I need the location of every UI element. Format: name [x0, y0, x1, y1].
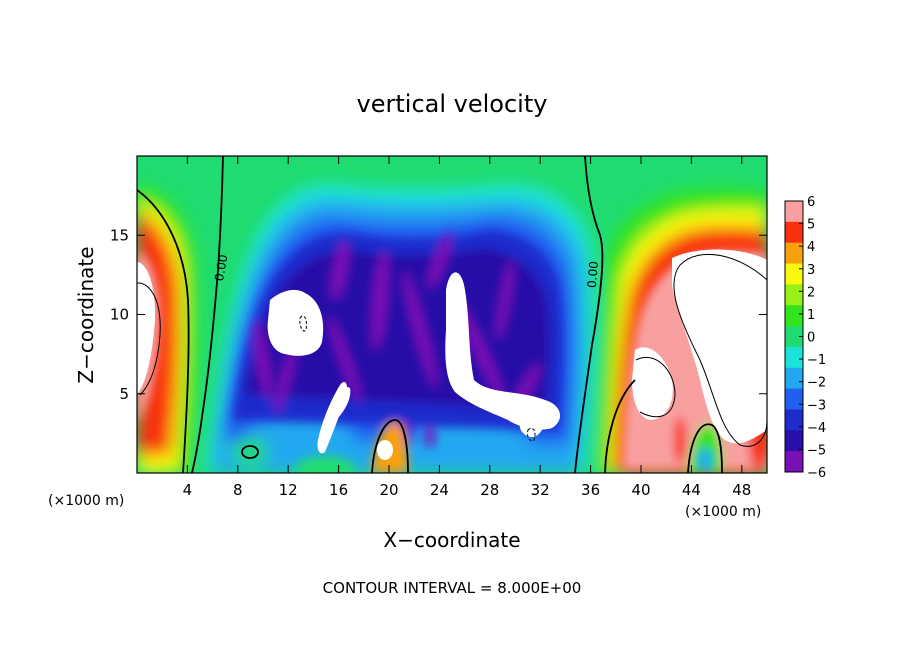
- right-white-lower: [632, 347, 673, 420]
- streak-0: [252, 320, 272, 400]
- streak-4: [371, 250, 389, 350]
- white-streak-2: [331, 386, 351, 419]
- x-tick-label: 28: [480, 481, 499, 499]
- colorbar-tick-label: 6: [807, 195, 815, 210]
- x-tick-label: 36: [581, 481, 600, 499]
- streak-8: [496, 260, 514, 340]
- streak-5: [403, 272, 437, 388]
- contour-neg-dashed-2: [527, 427, 536, 442]
- zero-contour-left: [191, 156, 224, 473]
- field-sharp-layer: [137, 249, 767, 460]
- y-tick-label: 15: [110, 226, 129, 244]
- contour-interval-note: CONTOUR INTERVAL = 8.000E+00: [323, 579, 582, 597]
- zero-contour-right: [574, 156, 604, 473]
- colorbar: 6 5 4 3 2 1 0 −1 −2 −3 −4 −5 −6: [784, 195, 826, 481]
- colorbar-tick-label: −4: [807, 421, 826, 436]
- y-axis-label: Z−coordinate: [74, 246, 98, 383]
- colorbar-swatch: [785, 201, 803, 223]
- right-low-cyan: [697, 448, 713, 472]
- colorbar-tick-label: 2: [807, 285, 815, 300]
- low-cyan-right: [410, 419, 530, 471]
- colorbar-tick-label: −6: [807, 466, 826, 481]
- x-tick-label: 48: [732, 481, 751, 499]
- colorbar-tick-label: −3: [807, 398, 826, 413]
- streak-1: [274, 346, 296, 414]
- velocity-field: [137, 156, 767, 473]
- x-axis-label: X−coordinate: [383, 528, 520, 552]
- zero-contour-left-bottom: [137, 189, 190, 473]
- y-axis: 5 10 15: [110, 226, 767, 403]
- colorbar-swatch: [785, 367, 803, 390]
- colorbar-tick-label: −1: [807, 353, 826, 368]
- colorbar-tick-label: 0: [807, 331, 815, 346]
- x-unit-right: (×1000 m): [685, 504, 761, 520]
- zero-contour-low-mid: [371, 419, 409, 473]
- colorbar-swatch: [785, 346, 803, 369]
- zero-contour-low-right: [687, 423, 723, 473]
- x-tick-label: 16: [329, 481, 348, 499]
- y-tick-label: 10: [110, 306, 129, 324]
- colorbar-tick-label: 5: [807, 218, 815, 233]
- x-unit-left: (×1000 m): [48, 493, 124, 509]
- streak-6: [428, 231, 452, 289]
- left-core: [137, 262, 156, 395]
- x-tick-label: 44: [682, 481, 701, 499]
- x-axis: 4 8 12 16 20 24 28 32 36 40 44 48: [183, 156, 751, 499]
- streak-2: [331, 240, 349, 300]
- neg-5: [245, 248, 551, 410]
- streak-11: [425, 427, 435, 447]
- zero-contour-small-loop: [241, 445, 259, 459]
- contour-label-left: 0.00: [212, 253, 230, 282]
- chart-title: vertical velocity: [357, 90, 548, 118]
- x-tick-label: 20: [379, 481, 398, 499]
- white-blob-1: [267, 289, 324, 356]
- colorbar-swatch: [785, 451, 803, 473]
- colorbar-swatch: [785, 409, 803, 431]
- colorbar-tick-label: −2: [807, 376, 826, 391]
- low-green-loop: [232, 438, 268, 466]
- colorbar-tick-label: −5: [807, 443, 826, 458]
- contour-8-left: [137, 282, 161, 396]
- contour-8-right-inner: [635, 357, 676, 418]
- right-low-red: [674, 416, 686, 464]
- colorbar-swatch: [785, 305, 803, 327]
- low-green-mid: [295, 456, 355, 473]
- colorbar-tick-label: 4: [807, 240, 815, 255]
- right-white-upper: [672, 249, 767, 444]
- x-tick-label: 32: [531, 481, 550, 499]
- streak-3: [328, 317, 362, 403]
- colorbar-swatch: [785, 326, 803, 348]
- x-tick-label: 8: [233, 481, 243, 499]
- x-tick-label: 4: [183, 481, 193, 499]
- colorbar-tick-label: 3: [807, 263, 815, 278]
- colorbar-swatch: [785, 263, 803, 285]
- x-tick-label: 40: [631, 481, 650, 499]
- colorbar-swatch: [785, 221, 803, 244]
- white-streak-3: [519, 411, 545, 438]
- zero-contour-right-bottom: [604, 379, 636, 473]
- colorbar-tick-label: 1: [807, 308, 815, 323]
- colorbar-swatch: [785, 388, 803, 410]
- contour-label-right: 0.00: [585, 261, 601, 289]
- y-tick-label: 5: [119, 385, 129, 403]
- colorbar-swatch: [785, 242, 803, 265]
- colorbar-swatch: [785, 430, 803, 452]
- x-tick-label: 24: [430, 481, 449, 499]
- contour-lines: [137, 156, 767, 473]
- contour-8-right: [673, 253, 767, 447]
- x-tick-label: 12: [279, 481, 298, 499]
- colorbar-swatch: [785, 284, 803, 306]
- low-white-mid: [377, 440, 393, 460]
- white-blob-2: [445, 272, 561, 430]
